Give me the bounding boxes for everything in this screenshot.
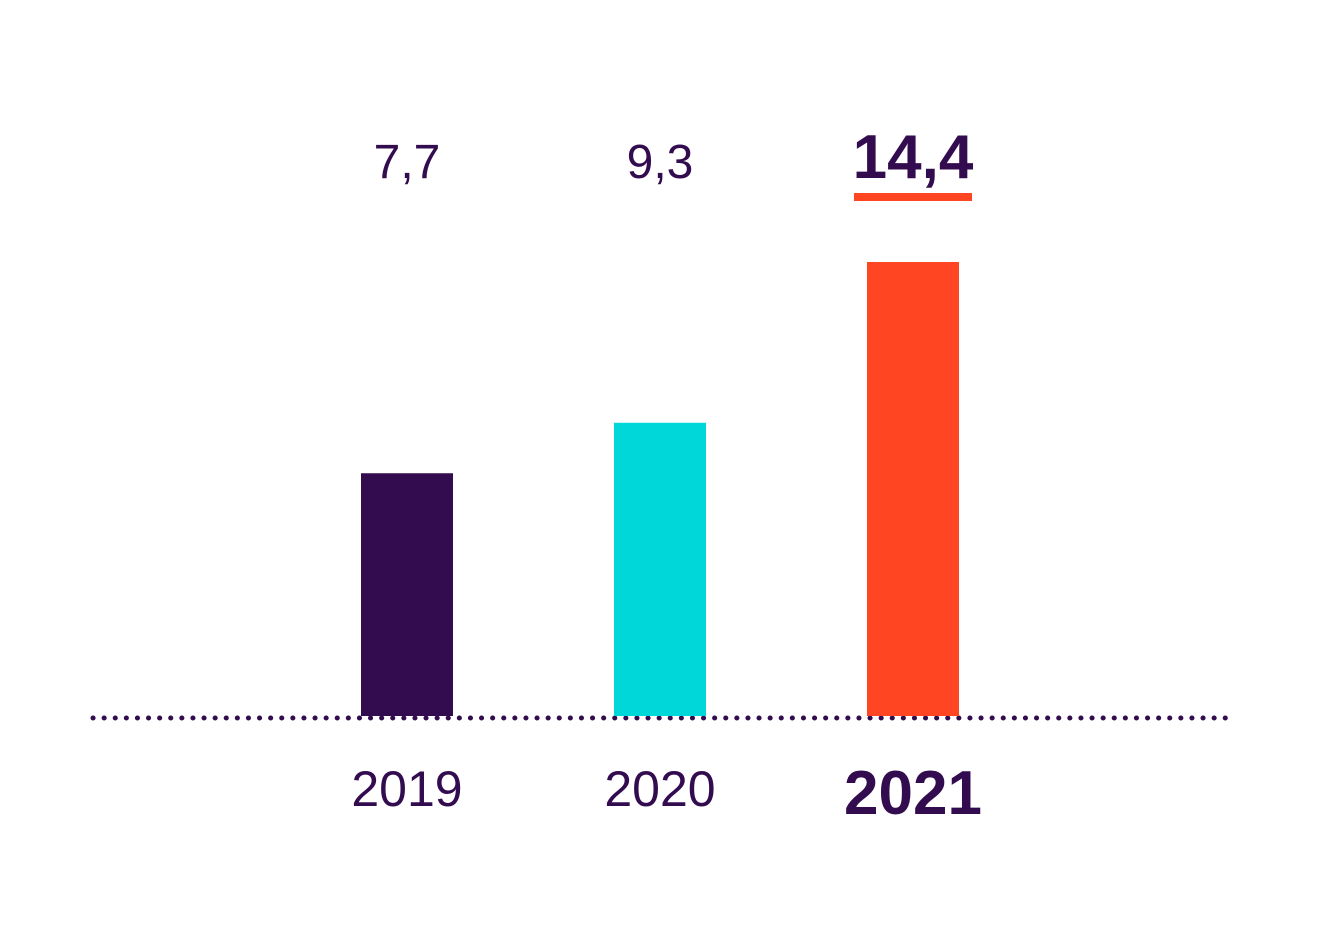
value-label-2019: 7,7 [374, 136, 441, 189]
category-label-2021: 2021 [844, 759, 982, 828]
bar-2021 [867, 262, 959, 716]
category-label-2019: 2019 [351, 761, 462, 817]
highlight-underline [854, 193, 972, 201]
category-label-2020: 2020 [604, 761, 715, 817]
bars-group [361, 262, 959, 716]
bar-2020 [614, 422, 706, 716]
labels-group: 7,7 2019 9,3 2020 14,4 2021 [351, 123, 982, 828]
value-label-2020: 9,3 [627, 136, 694, 189]
value-label-2021: 14,4 [853, 123, 974, 192]
bar-2019 [361, 473, 453, 716]
